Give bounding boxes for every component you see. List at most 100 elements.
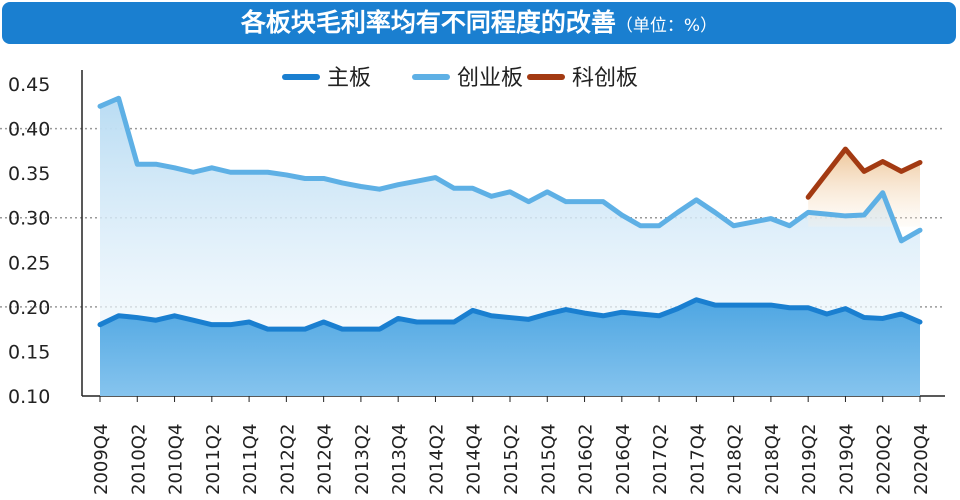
data-point — [118, 315, 120, 317]
data-point — [863, 214, 865, 216]
data-point — [863, 170, 865, 172]
x-tick-label: 2010Q2 — [128, 424, 149, 495]
data-point — [397, 317, 399, 319]
data-point — [229, 171, 231, 173]
x-tick-label: 2010Q4 — [166, 424, 187, 495]
data-point — [733, 225, 735, 227]
data-point — [919, 161, 921, 163]
data-point — [304, 328, 306, 330]
chart-title: 各板块毛利率均有不同程度的改善 — [240, 8, 616, 37]
data-point — [192, 171, 194, 173]
data-point — [453, 187, 455, 189]
data-point — [826, 313, 828, 315]
data-point — [155, 319, 157, 321]
data-point — [900, 170, 902, 172]
y-tick-label: 0.15 — [8, 341, 50, 363]
data-point — [677, 308, 679, 310]
data-point — [99, 324, 101, 326]
data-point — [770, 304, 772, 306]
data-point — [472, 309, 474, 311]
x-tick-label: 2013Q2 — [352, 424, 373, 495]
data-point — [248, 321, 250, 323]
title-bar: 各板块毛利率均有不同程度的改善（单位：%） — [2, 2, 956, 44]
x-tick-label: 2011Q4 — [240, 424, 261, 495]
y-tick-label: 0.10 — [8, 386, 50, 408]
data-point — [789, 225, 791, 227]
data-point — [882, 161, 884, 163]
data-point — [434, 321, 436, 323]
data-point — [714, 304, 716, 306]
legend-label: 创业板 — [457, 66, 523, 91]
y-tick-label: 0.40 — [8, 119, 50, 141]
data-point — [136, 163, 138, 165]
data-point — [211, 324, 213, 326]
data-point — [285, 174, 287, 176]
y-tick-label: 0.20 — [8, 297, 50, 319]
x-tick-label: 2018Q2 — [725, 424, 746, 495]
data-point — [248, 171, 250, 173]
data-point — [565, 201, 567, 203]
x-tick-label: 2014Q2 — [426, 424, 447, 495]
data-point — [174, 315, 176, 317]
data-point — [490, 315, 492, 317]
data-point — [695, 199, 697, 201]
x-tick-label: 2019Q4 — [836, 424, 857, 495]
data-point — [714, 211, 716, 213]
data-point — [434, 177, 436, 179]
data-point — [323, 177, 325, 179]
data-point — [211, 167, 213, 169]
x-tick-label: 2017Q4 — [687, 424, 708, 495]
data-point — [136, 317, 138, 319]
data-point — [602, 315, 604, 317]
data-point — [229, 324, 231, 326]
data-point — [360, 328, 362, 330]
data-point — [416, 180, 418, 182]
data-point — [174, 167, 176, 169]
data-point — [621, 311, 623, 313]
x-tick-label: 2016Q4 — [613, 424, 634, 495]
y-tick-label: 0.30 — [8, 208, 50, 230]
data-point — [118, 97, 120, 99]
data-point — [882, 317, 884, 319]
data-point — [341, 328, 343, 330]
data-point — [677, 211, 679, 213]
data-point — [379, 328, 381, 330]
x-tick-label: 2015Q4 — [538, 424, 559, 495]
chart-unit: （单位：%） — [615, 16, 718, 36]
data-point — [304, 177, 306, 179]
data-point — [807, 307, 809, 309]
data-point — [341, 182, 343, 184]
data-point — [900, 240, 902, 242]
data-point — [770, 218, 772, 220]
data-point — [658, 315, 660, 317]
data-point — [658, 225, 660, 227]
data-point — [565, 309, 567, 311]
data-point — [323, 321, 325, 323]
x-tick-label: 2020Q4 — [911, 424, 932, 495]
data-point — [584, 312, 586, 314]
x-tick-label: 2019Q2 — [799, 424, 820, 495]
data-point — [919, 229, 921, 231]
data-point — [789, 307, 791, 309]
data-point — [360, 186, 362, 188]
data-point — [472, 187, 474, 189]
data-point — [192, 319, 194, 321]
data-point — [751, 221, 753, 223]
data-point — [844, 308, 846, 310]
legend-label: 科创板 — [572, 66, 638, 91]
data-point — [733, 304, 735, 306]
data-point — [267, 171, 269, 173]
data-point — [490, 195, 492, 197]
x-tick-label: 2009Q4 — [91, 424, 112, 495]
data-point — [621, 214, 623, 216]
data-point — [528, 318, 530, 320]
area-0 — [100, 299, 920, 396]
data-point — [416, 321, 418, 323]
y-tick-label: 0.25 — [8, 252, 50, 274]
data-point — [639, 313, 641, 315]
data-point — [99, 105, 101, 107]
data-point — [882, 192, 884, 194]
x-tick-label: 2018Q4 — [762, 424, 783, 495]
legend-label: 主板 — [327, 66, 371, 91]
